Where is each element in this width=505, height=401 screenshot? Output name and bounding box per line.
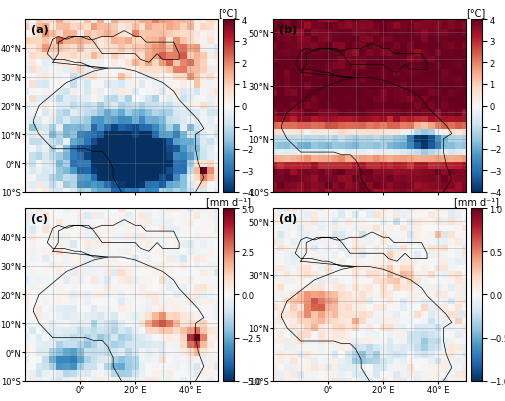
Title: [°C]: [°C] bbox=[466, 8, 485, 18]
Title: [mm d⁻¹]: [mm d⁻¹] bbox=[206, 196, 250, 207]
Text: (d): (d) bbox=[278, 214, 296, 224]
Text: (b): (b) bbox=[278, 25, 296, 35]
Text: (c): (c) bbox=[31, 214, 48, 224]
Title: [mm d⁻¹]: [mm d⁻¹] bbox=[453, 196, 497, 207]
Text: (a): (a) bbox=[31, 25, 48, 35]
Title: [°C]: [°C] bbox=[218, 8, 237, 18]
